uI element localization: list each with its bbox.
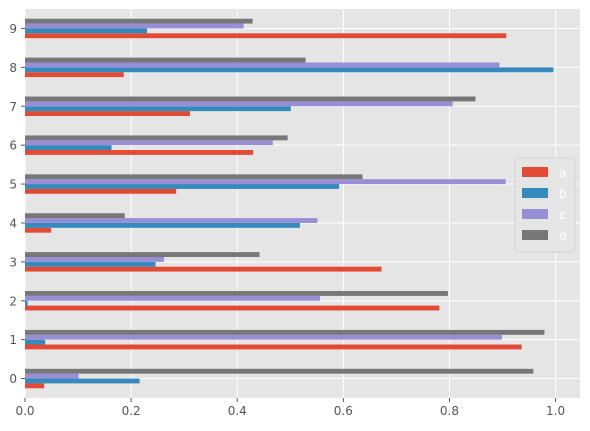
bar-c-7: [25, 101, 453, 107]
bar-c-9: [25, 23, 244, 29]
bar-d-9: [25, 18, 253, 24]
bar-a-9: [25, 33, 507, 39]
bar-c-4: [25, 218, 318, 223]
y-tick-label: 4: [9, 216, 17, 230]
bar-c-8: [25, 62, 500, 68]
legend-swatch-d: [522, 230, 548, 240]
bar-a-1: [25, 344, 522, 350]
legend-box: [514, 157, 576, 253]
bar-group-4: [25, 213, 318, 233]
bar-d-7: [25, 96, 476, 102]
bar-b-8: [25, 67, 554, 73]
y-tick-label: 9: [9, 22, 17, 36]
y-tick-label: 5: [9, 178, 17, 192]
bar-b-2: [25, 300, 28, 306]
x-tick-label: 0.0: [15, 404, 34, 418]
bar-group-1: [25, 329, 545, 350]
bar-d-4: [25, 213, 125, 219]
bar-d-6: [25, 135, 288, 141]
bar-b-4: [25, 222, 300, 228]
bar-a-5: [25, 188, 177, 194]
legend-swatch-b: [522, 188, 548, 198]
bar-group-3: [25, 252, 382, 272]
y-tick-label: 1: [9, 333, 17, 347]
bar-a-4: [25, 227, 51, 233]
legend-label-c: c: [559, 208, 566, 222]
bar-a-8: [25, 72, 124, 78]
y-tick-label: 7: [9, 100, 17, 114]
x-tick-label: 0.6: [334, 404, 353, 418]
bar-a-6: [25, 150, 254, 155]
legend-label-b: b: [559, 187, 567, 201]
bar-d-2: [25, 291, 448, 296]
y-tick-label: 6: [9, 139, 17, 153]
bar-b-1: [25, 339, 46, 345]
legend-label-a: a: [559, 166, 566, 180]
bar-d-3: [25, 252, 260, 257]
bar-d-1: [25, 329, 545, 335]
y-axis: 0 1 2 3 4 5 6 7 8 9: [9, 22, 25, 386]
bar-group-2: [25, 291, 448, 311]
bar-a-0: [25, 383, 45, 389]
bar-c-6: [25, 140, 273, 146]
bar-group-5: [25, 174, 506, 194]
bar-a-2: [25, 305, 440, 311]
bar-c-0: [25, 373, 79, 379]
y-tick-label: 0: [9, 372, 17, 386]
x-axis: 0.0 0.2 0.4 0.6 0.8 1.0: [15, 398, 565, 418]
bar-group-7: [25, 96, 476, 116]
bar-d-8: [25, 57, 306, 63]
x-tick-label: 1.0: [546, 404, 565, 418]
legend-swatch-a: [522, 167, 548, 177]
bar-c-5: [25, 179, 506, 185]
bars: [25, 18, 554, 389]
bar-d-5: [25, 174, 363, 180]
bar-b-3: [25, 261, 156, 267]
bar-b-5: [25, 184, 340, 189]
bar-group-0: [25, 368, 534, 389]
bar-d-0: [25, 368, 534, 374]
bar-b-7: [25, 106, 291, 112]
bar-c-3: [25, 256, 165, 262]
bar-a-3: [25, 266, 382, 272]
bar-group-9: [25, 18, 507, 39]
bar-c-1: [25, 334, 503, 340]
bar-a-7: [25, 111, 191, 116]
bar-b-9: [25, 28, 148, 34]
y-tick-label: 3: [9, 255, 17, 269]
bar-b-0: [25, 378, 140, 384]
legend-swatch-c: [522, 209, 548, 219]
y-tick-label: 8: [9, 61, 17, 75]
bar-group-8: [25, 57, 554, 78]
bar-c-2: [25, 295, 321, 301]
y-tick-label: 2: [9, 294, 17, 308]
x-tick-label: 0.8: [440, 404, 459, 418]
bar-b-6: [25, 145, 112, 151]
legend-label-d: d: [559, 229, 567, 243]
x-tick-label: 0.4: [228, 404, 247, 418]
x-tick-label: 0.2: [122, 404, 141, 418]
bar-group-6: [25, 135, 288, 155]
